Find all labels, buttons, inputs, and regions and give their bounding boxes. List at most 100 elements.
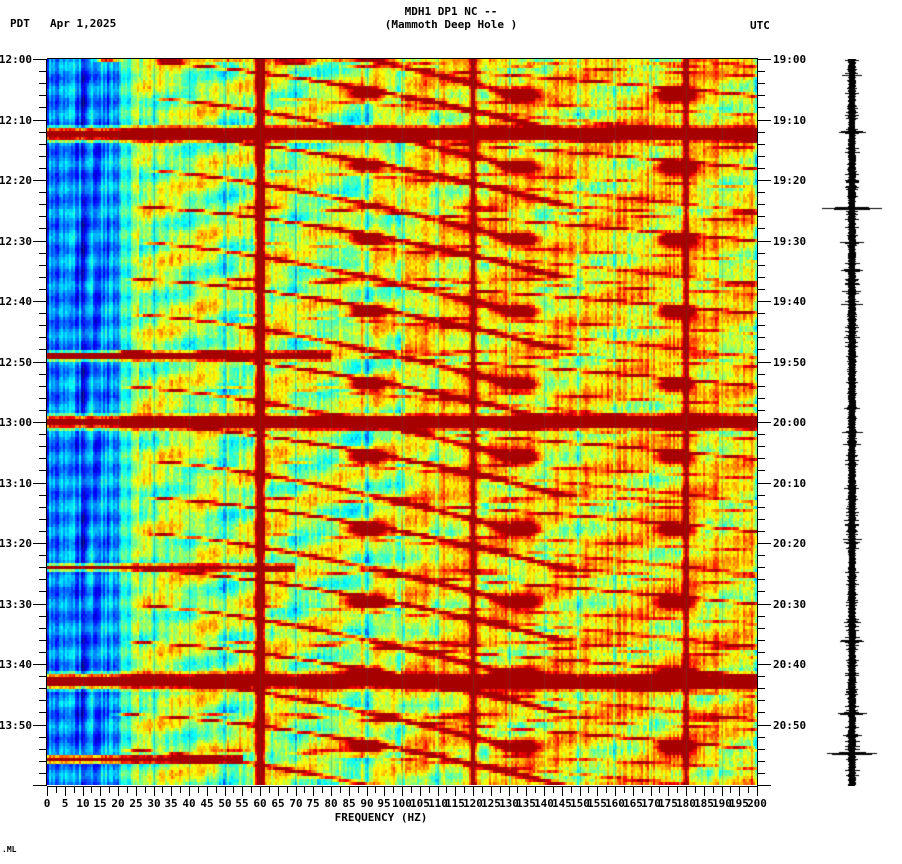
time-tick-right: [758, 277, 765, 278]
time-tick-left: [39, 265, 46, 266]
time-tick-left: [39, 700, 46, 701]
frequency-tick: [251, 787, 252, 793]
time-label-left: 13:10: [0, 477, 32, 490]
frequency-tick: [349, 787, 350, 796]
frequency-tick: [686, 787, 687, 796]
axis-left-line: [46, 59, 47, 786]
frequency-tick: [633, 787, 634, 796]
frequency-tick: [535, 787, 536, 793]
time-label-right: 19:50: [773, 356, 807, 369]
time-tick-left: [39, 555, 46, 556]
frequency-tick: [278, 787, 279, 796]
frequency-tick: [100, 787, 101, 796]
frequency-tick: [340, 787, 341, 793]
frequency-label: 75: [306, 797, 320, 810]
frequency-label: 100: [392, 797, 412, 810]
frequency-tick: [624, 787, 625, 793]
frequency-tick: [109, 787, 110, 793]
frequency-label: 35: [164, 797, 178, 810]
frequency-label: 120: [463, 797, 483, 810]
time-tick-right: [758, 59, 771, 60]
frequency-tick: [544, 787, 545, 796]
frequency-label: 185: [694, 797, 714, 810]
time-tick-left: [39, 168, 46, 169]
frequency-label: 125: [481, 797, 501, 810]
time-tick-left: [39, 325, 46, 326]
frequency-tick: [145, 787, 146, 793]
time-label-right: 19:30: [773, 235, 807, 248]
time-tick-right: [758, 180, 771, 181]
time-tick-left: [39, 374, 46, 375]
header-timezone-left: PDT: [10, 17, 30, 30]
time-tick-left: [33, 725, 46, 726]
time-label-left: 13:30: [0, 598, 32, 611]
time-tick-right: [758, 652, 765, 653]
frequency-tick: [367, 787, 368, 796]
frequency-tick: [491, 787, 492, 796]
frequency-label: 80: [324, 797, 338, 810]
time-label-right: 20:50: [773, 719, 807, 732]
time-tick-right: [758, 132, 765, 133]
frequency-tick: [207, 787, 208, 796]
time-tick-right: [758, 531, 765, 532]
frequency-tick: [402, 787, 403, 796]
frequency-tick: [74, 787, 75, 793]
frequency-label: 150: [570, 797, 590, 810]
time-tick-left: [39, 737, 46, 738]
time-tick-right: [758, 168, 765, 169]
frequency-tick: [651, 787, 652, 796]
frequency-tick: [331, 787, 332, 796]
frequency-label: 175: [658, 797, 678, 810]
frequency-tick: [118, 787, 119, 796]
frequency-tick: [322, 787, 323, 793]
frequency-tick: [384, 787, 385, 796]
frequency-tick: [730, 787, 731, 793]
frequency-tick: [313, 787, 314, 796]
axis-bottom-line: [47, 786, 758, 787]
time-tick-left: [33, 241, 46, 242]
time-tick-left: [39, 579, 46, 580]
time-label-right: 19:40: [773, 295, 807, 308]
time-tick-right: [758, 676, 765, 677]
frequency-tick: [588, 787, 589, 793]
frequency-label: 65: [271, 797, 285, 810]
time-tick-right: [758, 83, 765, 84]
time-tick-left: [39, 519, 46, 520]
time-tick-right: [758, 495, 765, 496]
time-tick-right: [758, 700, 765, 701]
time-tick-right: [758, 664, 771, 665]
time-tick-left: [39, 616, 46, 617]
frequency-tick: [473, 787, 474, 796]
frequency-tick: [500, 787, 501, 793]
time-tick-right: [758, 156, 765, 157]
time-tick-right: [758, 107, 765, 108]
frequency-tick: [91, 787, 92, 793]
header-date: Apr 1,2025: [50, 17, 117, 30]
time-tick-right: [758, 398, 765, 399]
time-tick-left: [39, 410, 46, 411]
frequency-tick: [580, 787, 581, 796]
frequency-label: 30: [147, 797, 161, 810]
time-tick-right: [758, 773, 765, 774]
frequency-tick: [659, 787, 660, 793]
time-tick-left: [33, 362, 46, 363]
time-tick-right: [758, 446, 765, 447]
time-label-left: 12:20: [0, 174, 32, 187]
time-tick-right: [758, 228, 765, 229]
frequency-label: 45: [200, 797, 214, 810]
frequency-label: 50: [218, 797, 232, 810]
frequency-label: 20: [111, 797, 125, 810]
time-tick-right: [758, 579, 765, 580]
frequency-tick: [225, 787, 226, 796]
frequency-tick: [438, 787, 439, 796]
frequency-label: 165: [623, 797, 643, 810]
frequency-tick: [677, 787, 678, 793]
time-tick-left: [39, 446, 46, 447]
time-tick-right: [758, 362, 771, 363]
frequency-tick: [47, 787, 48, 796]
frequency-tick: [269, 787, 270, 793]
time-label-right: 20:40: [773, 658, 807, 671]
time-tick-left: [39, 192, 46, 193]
frequency-label: 145: [552, 797, 572, 810]
time-label-right: 20:30: [773, 598, 807, 611]
